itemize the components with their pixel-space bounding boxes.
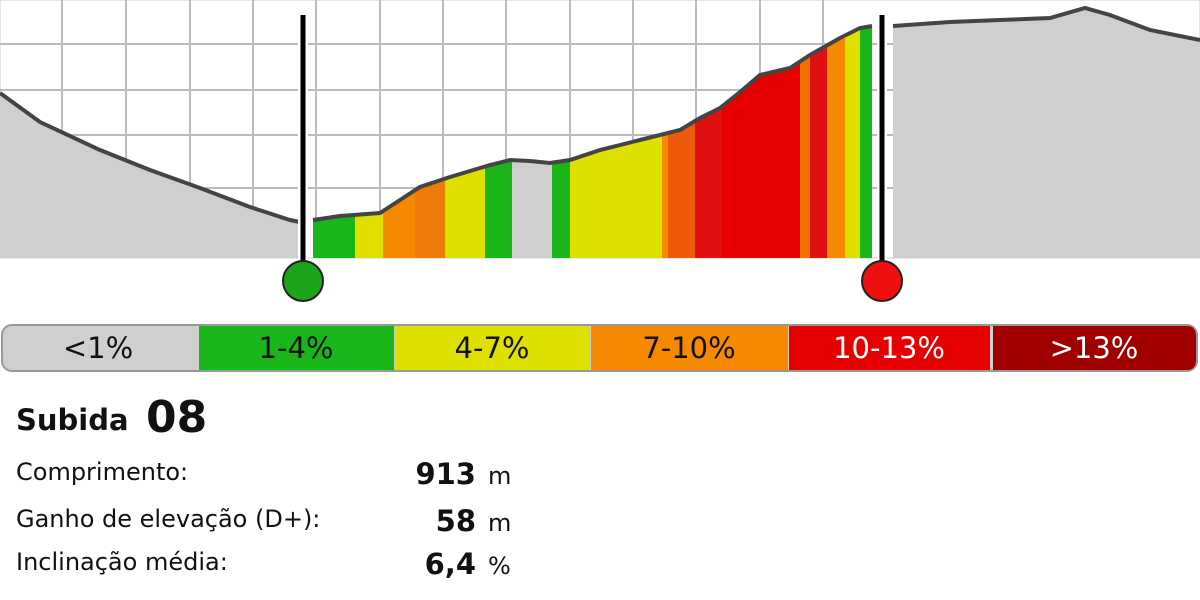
profile-line xyxy=(0,91,301,224)
legend-label: <1% xyxy=(63,331,133,365)
profile-line xyxy=(312,24,873,222)
stat-unit: % xyxy=(488,552,511,580)
legend-label: >13% xyxy=(1050,331,1139,365)
title-number: 08 xyxy=(146,392,207,443)
start-marker xyxy=(282,15,324,302)
stat-unit: m xyxy=(488,462,511,490)
profile xyxy=(0,0,1200,259)
profile-after xyxy=(893,8,1200,258)
legend-label: 1-4% xyxy=(259,331,334,365)
stat-unit: m xyxy=(488,509,511,537)
stat-label: Ganho de elevação (D+): xyxy=(16,505,320,533)
end-marker xyxy=(861,15,903,302)
legend-label: 10-13% xyxy=(833,331,945,365)
stat-label: Comprimento: xyxy=(16,458,188,486)
title-label: Subida xyxy=(16,403,129,437)
profile-line xyxy=(892,5,1200,42)
legend-bar: <1% 1-4% 4-7% 7-10% 10-13% >13% xyxy=(1,324,1198,372)
stat-value: 6,4 xyxy=(425,547,476,581)
legend-label: 7-10% xyxy=(642,331,735,365)
profile-before xyxy=(0,93,300,258)
stat-value: 58 xyxy=(436,504,476,538)
legend-label: 4-7% xyxy=(455,331,530,365)
stat-value: 913 xyxy=(415,457,476,491)
stat-label: Inclinação média: xyxy=(16,548,228,576)
